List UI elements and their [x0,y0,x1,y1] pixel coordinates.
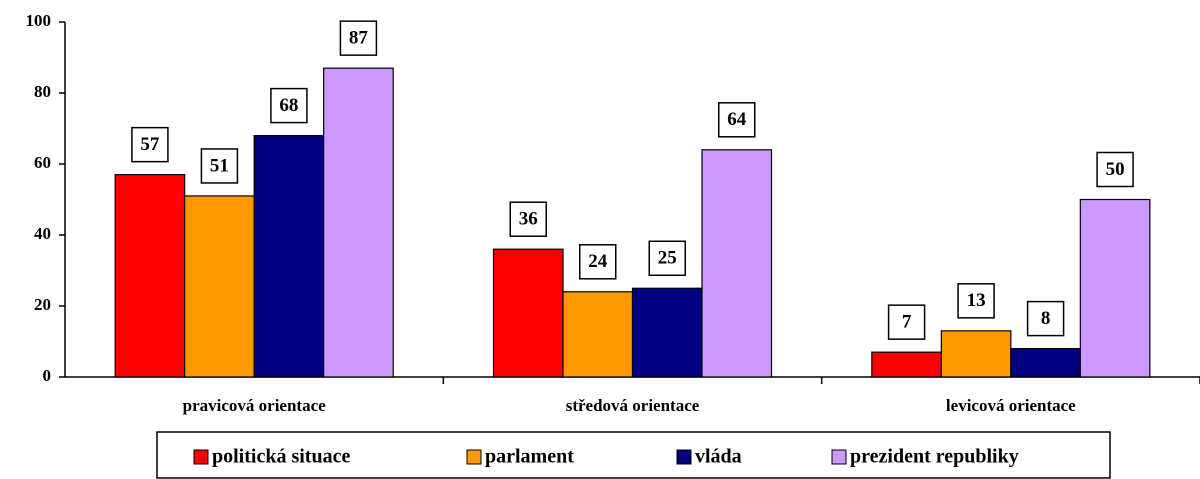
data-label-box [957,283,995,319]
x-tick-label: levicová orientace [946,396,1076,415]
data-label-box [1026,300,1065,337]
data-label: 57 [140,134,160,155]
x-tick-label: středová orientace [566,396,700,415]
bar [253,135,325,378]
legend-swatch [193,449,209,465]
data-label-box [579,244,617,280]
y-tick-label: 60 [34,153,51,172]
legend-swatch [676,449,692,465]
legend-box [156,431,1111,479]
data-label: 8 [1041,308,1051,329]
data-label: 24 [588,251,608,272]
legend-label: prezident republiky [850,446,1019,468]
data-label-box [887,304,926,340]
legend-swatch [831,449,847,465]
data-label: 50 [1106,159,1125,180]
data-label-box [718,102,756,138]
bar [323,67,394,378]
legend-label: politická situace [212,446,350,468]
y-tick-label: 100 [26,11,52,30]
y-tick-label: 20 [34,295,51,314]
bar [1010,348,1081,378]
data-label-box [509,201,547,237]
data-label-box [1096,151,1134,188]
data-label-box [131,126,169,163]
data-label: 68 [279,95,298,116]
data-label-box [270,87,308,124]
bar [871,351,942,378]
data-label: 64 [727,109,747,130]
data-label: 7 [902,312,912,333]
data-label-box [648,240,686,276]
bar [184,195,255,378]
data-label-box [200,148,239,184]
bar [701,149,773,378]
y-tick-label: 80 [34,82,51,101]
x-tick-label: pravicová orientace [183,396,326,415]
data-label-box [339,20,378,56]
y-tick-label: 40 [34,224,51,243]
data-label: 13 [967,290,986,311]
bar [940,330,1012,378]
bar [631,287,703,378]
data-label: 51 [210,155,229,176]
bar [492,248,564,378]
legend-label: parlament [485,446,574,468]
legend-swatch [466,449,482,465]
data-label: 36 [519,209,538,230]
data-label: 25 [658,248,677,269]
bar [1079,198,1151,378]
bar [562,291,634,378]
legend-label: vláda [695,446,742,468]
data-label: 87 [349,28,369,49]
y-tick-label: 0 [43,366,52,385]
bar [114,174,186,378]
